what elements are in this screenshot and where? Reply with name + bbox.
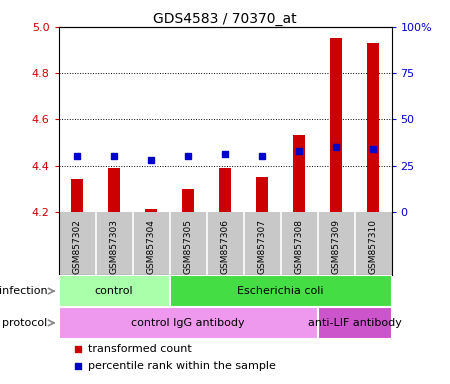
Bar <box>293 136 305 212</box>
Bar <box>170 275 392 307</box>
Text: GSM857309: GSM857309 <box>332 219 341 274</box>
Bar <box>108 168 120 212</box>
Text: transformed count: transformed count <box>89 344 192 354</box>
Bar <box>182 189 194 212</box>
Text: protocol: protocol <box>2 318 47 328</box>
Bar <box>368 43 378 212</box>
Text: GSM857310: GSM857310 <box>369 219 378 274</box>
Text: GSM857304: GSM857304 <box>147 219 156 274</box>
Bar <box>145 209 157 212</box>
Bar <box>58 275 170 307</box>
Bar <box>330 38 342 212</box>
Text: control IgG antibody: control IgG antibody <box>131 318 245 328</box>
Text: GSM857306: GSM857306 <box>220 219 230 274</box>
Text: percentile rank within the sample: percentile rank within the sample <box>89 361 276 371</box>
Text: GSM857302: GSM857302 <box>72 219 81 274</box>
Bar <box>318 307 392 339</box>
Text: GSM857307: GSM857307 <box>257 219 266 274</box>
Bar <box>256 177 268 212</box>
Title: GDS4583 / 70370_at: GDS4583 / 70370_at <box>153 12 297 26</box>
Text: infection: infection <box>0 286 47 296</box>
Text: GSM857305: GSM857305 <box>184 219 193 274</box>
Bar <box>58 307 318 339</box>
Text: control: control <box>94 286 133 296</box>
Text: GSM857303: GSM857303 <box>109 219 118 274</box>
Bar <box>72 179 82 212</box>
Text: Escherichia coli: Escherichia coli <box>237 286 324 296</box>
Bar <box>220 168 230 212</box>
Text: anti-LIF antibody: anti-LIF antibody <box>307 318 401 328</box>
Text: GSM857308: GSM857308 <box>294 219 303 274</box>
